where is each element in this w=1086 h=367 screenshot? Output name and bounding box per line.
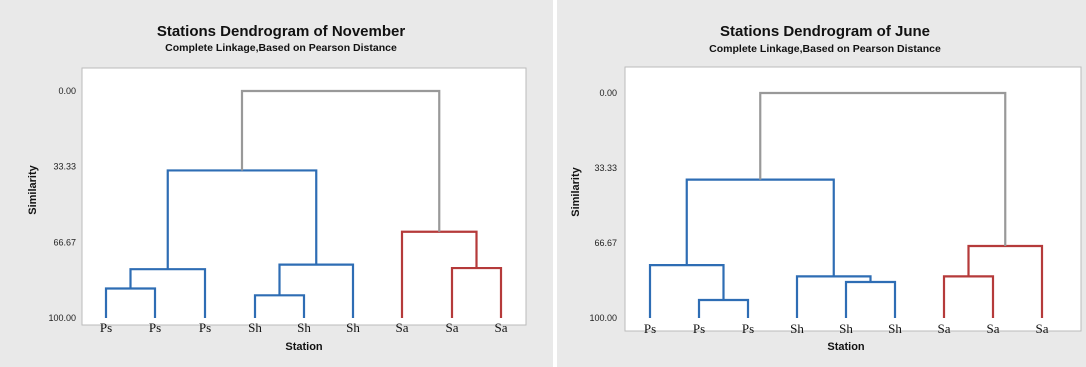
y-tick-label: 33.33 — [53, 162, 76, 172]
dendrogram-panel-june: Stations Dendrogram of June Complete Lin… — [557, 0, 1086, 367]
leaf-label: Sa — [446, 320, 459, 335]
y-tick-label: 0.00 — [599, 88, 617, 98]
y-tick-label: 66.67 — [594, 238, 617, 248]
leaf-label: Ps — [742, 321, 754, 336]
leaf-label: Sh — [297, 320, 311, 335]
y-tick-label: 0.00 — [58, 86, 76, 96]
leaf-label: Ps — [149, 320, 161, 335]
leaf-label: Sh — [888, 321, 902, 336]
dendrogram-november: Stations Dendrogram of November Complete… — [27, 23, 527, 353]
chart-subtitle: Complete Linkage,Based on Pearson Distan… — [165, 42, 397, 54]
leaf-label: Sa — [938, 321, 951, 336]
leaf-label: Ps — [644, 321, 656, 336]
y-axis-label: Similarity — [27, 164, 39, 214]
leaf-label: Sa — [396, 320, 409, 335]
dendrogram-link — [240, 89, 441, 232]
y-tick-label: 33.33 — [594, 163, 617, 173]
dendrogram-panel-november: Stations Dendrogram of November Complete… — [0, 0, 553, 367]
y-tick-label: 100.00 — [589, 313, 617, 323]
plot-area — [624, 66, 1082, 332]
dendrogram-june: Stations Dendrogram of June Complete Lin… — [570, 23, 1082, 353]
dendrogram-link — [759, 91, 1007, 246]
chart-subtitle: Complete Linkage,Based on Pearson Distan… — [709, 43, 941, 55]
y-tick-label: 100.00 — [48, 313, 76, 323]
leaf-label: Sa — [1036, 321, 1049, 336]
leaf-label: Ps — [199, 320, 211, 335]
chart-title: Stations Dendrogram of November — [157, 23, 406, 40]
leaf-label: Sa — [495, 320, 508, 335]
plot-area — [81, 67, 527, 326]
leaf-label: Sh — [839, 321, 853, 336]
leaf-label: Ps — [693, 321, 705, 336]
x-axis-label: Station — [285, 341, 323, 353]
y-tick-label: 66.67 — [53, 237, 76, 247]
leaf-label: Sh — [346, 320, 360, 335]
y-axis-label: Similarity — [570, 166, 582, 216]
x-axis-label: Station — [827, 341, 865, 353]
leaf-label: Sh — [790, 321, 804, 336]
leaf-label: Sa — [987, 321, 1000, 336]
chart-title: Stations Dendrogram of June — [720, 23, 930, 40]
leaf-label: Ps — [100, 320, 112, 335]
leaf-label: Sh — [248, 320, 262, 335]
panel-divider — [553, 0, 557, 367]
